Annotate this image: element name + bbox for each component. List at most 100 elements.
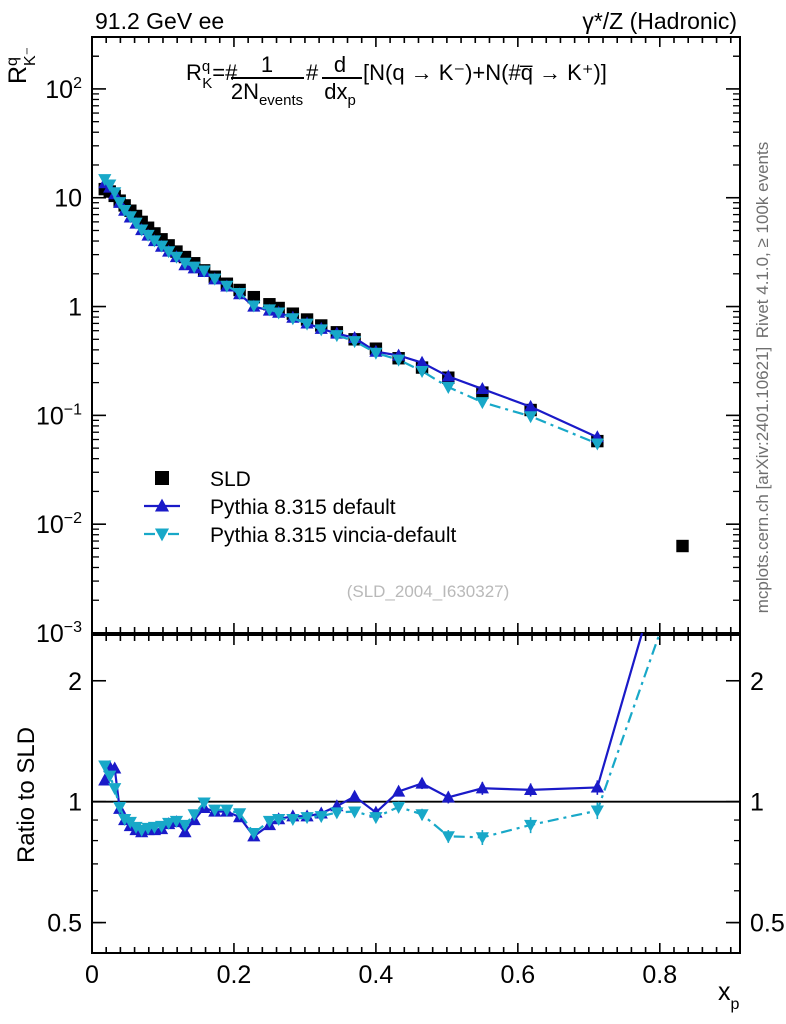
y-tick-label: 102 <box>45 75 82 104</box>
legend-item[interactable]: SLD <box>155 468 251 491</box>
data-point-triangle-down <box>135 224 149 237</box>
data-point-triangle-down <box>178 819 192 832</box>
data-point-triangle-up <box>98 773 112 786</box>
svg-text:10−2: 10−2 <box>36 510 82 539</box>
x-title-main: x <box>718 978 731 1006</box>
data-point-triangle-down <box>314 811 328 824</box>
x-tick-label: 0.8 <box>642 961 677 989</box>
data-point-triangle-down <box>300 812 314 825</box>
data-point-triangle-down <box>162 817 176 830</box>
formula-mid: # <box>306 60 319 85</box>
svg-text:1: 1 <box>68 294 82 322</box>
data-point-triangle-up <box>475 382 489 395</box>
data-point-triangle-down <box>103 179 117 192</box>
data-point-triangle-up <box>524 782 538 795</box>
data-point-triangle-down <box>590 438 604 451</box>
x-tick-label: 0.4 <box>359 961 394 989</box>
data-point-triangle-down <box>154 820 169 833</box>
svg-text:RqK=#: Rq K=# <box>186 58 238 92</box>
data-point-triangle-down <box>314 324 328 337</box>
data-point-triangle-down <box>141 229 155 242</box>
legend: SLD Pythia 8.315 default Pythia 8.315 vinc… <box>144 468 456 547</box>
svg-text:RqK⁻: RqK⁻ <box>4 47 39 84</box>
data-point-triangle-down <box>233 808 247 821</box>
data-point-triangle-down <box>369 347 383 360</box>
data-point-square <box>676 539 689 553</box>
data-point-triangle-down <box>392 801 406 814</box>
data-point-triangle-down <box>113 197 127 210</box>
data-point-triangle-down <box>208 273 222 286</box>
y-tick-label: 10−2 <box>36 510 82 539</box>
data-point-triangle-up <box>415 355 429 368</box>
data-point-triangle-up <box>475 781 489 794</box>
data-point-triangle-down <box>369 812 383 825</box>
data-point-triangle-down <box>220 804 234 817</box>
data-point-triangle-down <box>262 304 277 317</box>
y-tick-label: 10 <box>54 185 82 213</box>
formula-block: Rq K=# 1 2Nevents # d dxp [N(q → K⁻)+N(#q… <box>186 52 607 109</box>
data-point-triangle-down <box>220 280 234 293</box>
data-point-triangle-down <box>330 807 344 820</box>
data-point-triangle-up <box>108 761 122 774</box>
x-tick-label: 0.2 <box>217 961 252 989</box>
y-title-R: R <box>4 66 32 84</box>
y-tick-label: 10−3 <box>36 619 82 648</box>
data-point-triangle-down <box>475 397 489 410</box>
formula-rhs: [N(q → K⁻)+N(#q̅ → K⁺)] <box>363 60 607 85</box>
ratio-series-line <box>103 632 644 838</box>
formula-frac2-den-sub: p <box>347 92 355 109</box>
data-point-triangle-down <box>98 760 112 773</box>
data-point-triangle-down <box>113 801 127 814</box>
data-point-triangle-down <box>233 287 247 300</box>
data-point-triangle-down <box>286 313 300 326</box>
y-title-sub: K⁻ <box>22 47 39 66</box>
legend-item[interactable]: Pythia 8.315 default <box>144 496 396 519</box>
main-panel-frame <box>91 36 741 634</box>
data-point-triangle-down <box>169 251 184 264</box>
legend-label: Pythia 8.315 default <box>210 496 396 519</box>
data-point-triangle-down <box>272 813 286 826</box>
formula-frac1-den: 2Nevents <box>231 79 303 109</box>
data-point-triangle-down <box>154 240 169 253</box>
legend-label: SLD <box>210 468 251 491</box>
data-point-triangle-down <box>330 330 344 343</box>
header-left: 91.2 GeV ee <box>95 8 224 34</box>
data-point-triangle-down <box>169 815 184 828</box>
svg-text:Ratio to SLD: Ratio to SLD <box>13 727 40 863</box>
legend-item[interactable]: Pythia 8.315 vincia-default <box>144 524 456 547</box>
data-point-triangle-down <box>247 828 261 841</box>
svg-text:10−3: 10−3 <box>36 619 82 648</box>
data-point-triangle-up <box>524 399 538 412</box>
header-right: γ*/Z (Hadronic) <box>582 8 737 34</box>
data-point-triangle-up <box>392 784 406 797</box>
y-title-sup: q <box>4 57 21 66</box>
ratio-y-tick-label-right: 2 <box>750 668 764 696</box>
x-axis-title: xp <box>718 978 740 1013</box>
data-point-triangle-up <box>441 369 455 382</box>
side-text-mcplots: mcplots.cern.ch [arXiv:2401.10621] <box>753 347 772 613</box>
data-point-triangle-up <box>415 776 429 789</box>
data-point-triangle-down <box>475 832 489 845</box>
ratio-y-tick-label-right: 0.5 <box>750 910 785 938</box>
data-point-triangle-down <box>187 809 201 822</box>
svg-text:Rivet 4.1.0, ≥ 100k events: Rivet 4.1.0, ≥ 100k events <box>753 142 772 338</box>
formula-frac1-num: 1 <box>261 52 273 77</box>
data-point-triangle-up <box>348 789 362 802</box>
data-point-triangle-down <box>208 804 222 817</box>
data-point-triangle-down <box>392 354 406 367</box>
data-point-triangle-down <box>348 806 362 819</box>
svg-text:10: 10 <box>54 185 82 213</box>
y-tick-label: 1 <box>68 294 82 322</box>
data-point-triangle-down <box>129 821 143 834</box>
data-point-triangle-down <box>123 211 137 224</box>
data-point-triangle-down <box>441 381 455 394</box>
side-text-rivet: Rivet 4.1.0, ≥ 100k events <box>753 142 772 338</box>
ratio-y-tick-label: 0.5 <box>47 910 82 938</box>
data-point-triangle-down <box>197 797 211 810</box>
data-point-triangle-up <box>154 498 170 512</box>
ratio-axis-title: Ratio to SLD <box>13 727 40 863</box>
x-tick-label: 0 <box>85 961 99 989</box>
data-point-triangle-down <box>147 235 162 248</box>
